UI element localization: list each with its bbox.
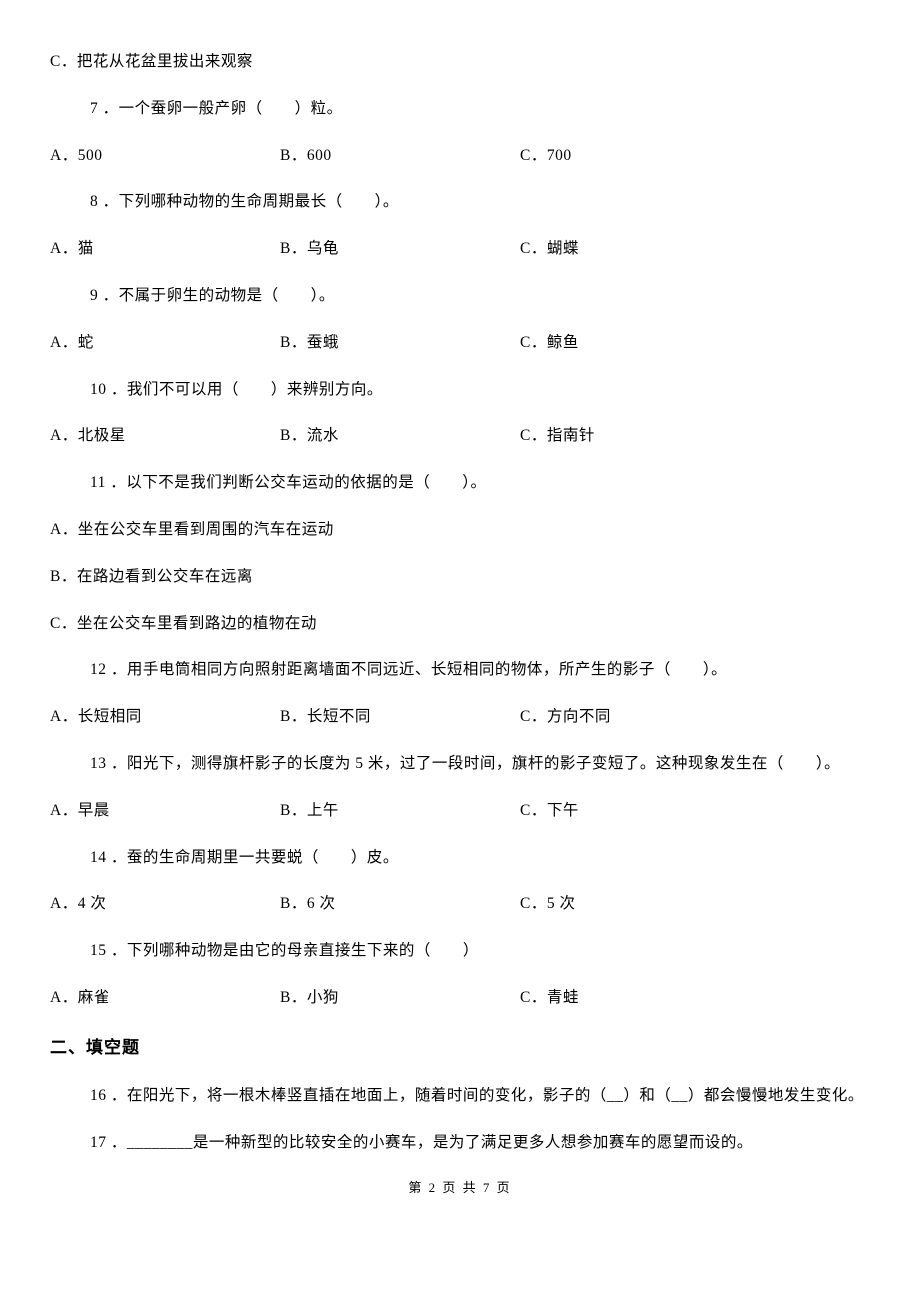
section-2-title: 二、填空题	[50, 1033, 870, 1058]
q10-option-b: B．流水	[280, 424, 520, 449]
q8-option-b: B．乌龟	[280, 237, 520, 262]
q12-option-b: B．长短不同	[280, 705, 520, 730]
q14-option-c: C．5 次	[520, 892, 870, 917]
q14-options: A．4 次 B．6 次 C．5 次	[50, 892, 870, 917]
q9-options: A．蛇 B．蚕蛾 C．鲸鱼	[50, 331, 870, 356]
q6-option-c: C．把花从花盆里拔出来观察	[50, 50, 870, 75]
q11-stem: 11 ．以下不是我们判断公交车运动的依据的是（ ）。	[50, 471, 870, 496]
q9-option-a: A．蛇	[50, 331, 280, 356]
q12-option-a: A．长短相同	[50, 705, 280, 730]
q7-option-b: B．600	[280, 144, 520, 169]
q9-option-b: B．蚕蛾	[280, 331, 520, 356]
q10-options: A．北极星 B．流水 C．指南针	[50, 424, 870, 449]
q8-stem: 8 ．下列哪种动物的生命周期最长（ ）。	[50, 190, 870, 215]
q7-stem: 7 ．一个蚕卵一般产卵（ ）粒。	[50, 97, 870, 122]
q7-options: A．500 B．600 C．700	[50, 144, 870, 169]
page-footer: 第 2 页 共 7 页	[50, 1177, 870, 1196]
q15-option-c: C．青蛙	[520, 986, 870, 1011]
q9-stem: 9 ．不属于卵生的动物是（ ）。	[50, 284, 870, 309]
q15-stem: 15 ．下列哪种动物是由它的母亲直接生下来的（ ）	[50, 939, 870, 964]
q11-option-c: C．坐在公交车里看到路边的植物在动	[50, 612, 870, 637]
q12-options: A．长短相同 B．长短不同 C．方向不同	[50, 705, 870, 730]
q13-stem: 13 ．阳光下，测得旗杆影子的长度为 5 米，过了一段时间，旗杆的影子变短了。这…	[50, 752, 870, 777]
q7-option-a: A．500	[50, 144, 280, 169]
q9-option-c: C．鲸鱼	[520, 331, 870, 356]
q14-option-a: A．4 次	[50, 892, 280, 917]
q13-options: A．早晨 B．上午 C．下午	[50, 799, 870, 824]
q11-option-a: A．坐在公交车里看到周围的汽车在运动	[50, 518, 870, 543]
q16-stem: 16 ．在阳光下，将一根木棒竖直插在地面上，随着时间的变化，影子的（__）和（_…	[50, 1084, 870, 1109]
q10-stem: 10 ．我们不可以用（ ）来辨别方向。	[50, 378, 870, 403]
q13-option-b: B．上午	[280, 799, 520, 824]
q11-option-b: B．在路边看到公交车在远离	[50, 565, 870, 590]
q15-options: A．麻雀 B．小狗 C．青蛙	[50, 986, 870, 1011]
q12-stem: 12 ．用手电筒相同方向照射距离墙面不同远近、长短相同的物体，所产生的影子（ ）…	[50, 658, 870, 683]
document-page: C．把花从花盆里拔出来观察 7 ．一个蚕卵一般产卵（ ）粒。 A．500 B．6…	[0, 0, 920, 1226]
q8-option-a: A．猫	[50, 237, 280, 262]
q12-option-c: C．方向不同	[520, 705, 870, 730]
q10-option-a: A．北极星	[50, 424, 280, 449]
q7-option-c: C．700	[520, 144, 870, 169]
q15-option-b: B．小狗	[280, 986, 520, 1011]
q8-option-c: C．蝴蝶	[520, 237, 870, 262]
q14-stem: 14 ．蚕的生命周期里一共要蜕（ ）皮。	[50, 846, 870, 871]
q13-option-a: A．早晨	[50, 799, 280, 824]
q13-option-c: C．下午	[520, 799, 870, 824]
q15-option-a: A．麻雀	[50, 986, 280, 1011]
q10-option-c: C．指南针	[520, 424, 870, 449]
q14-option-b: B．6 次	[280, 892, 520, 917]
q17-stem: 17 ．________是一种新型的比较安全的小赛车，是为了满足更多人想参加赛车…	[50, 1131, 870, 1156]
q8-options: A．猫 B．乌龟 C．蝴蝶	[50, 237, 870, 262]
